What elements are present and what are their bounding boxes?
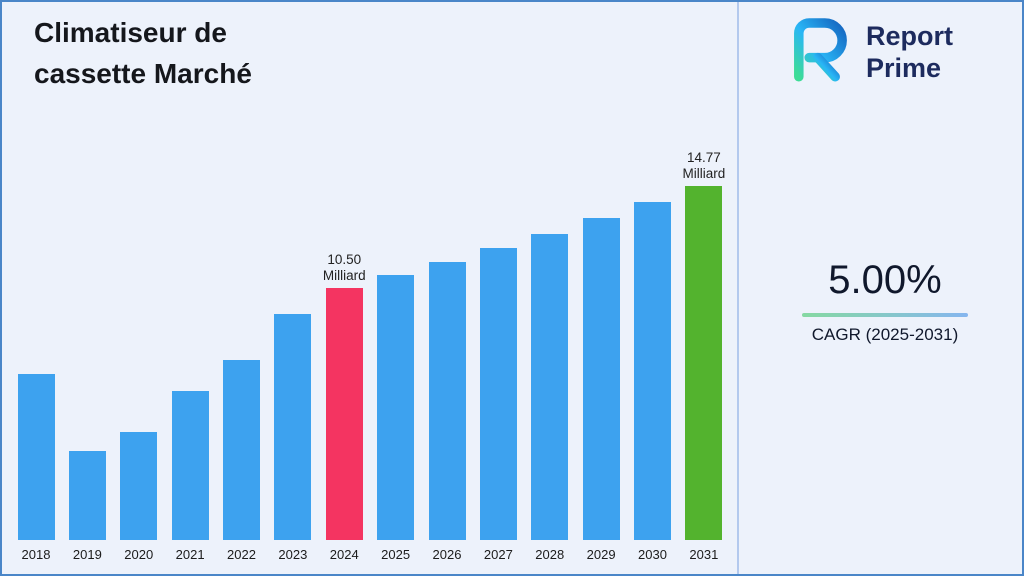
x-axis-label-2028: 2028 (535, 547, 565, 562)
chart-column-2021: 2021 (170, 391, 210, 562)
bar-2026 (428, 262, 466, 540)
logo-wordmark: Report Prime (866, 20, 953, 84)
chart-column-2031: 14.77 Milliard 2031 (682, 150, 726, 562)
cagr-label: CAGR (2025-2031) (811, 325, 959, 344)
chart-column-2027: 2027 (478, 248, 518, 562)
vertical-divider (737, 2, 739, 574)
chart-column-2025: 2025 (376, 275, 416, 562)
bar-2025 (377, 275, 415, 540)
chart-column-2024: 10.50 Milliard 2024 (322, 252, 366, 562)
bar-2027 (479, 248, 517, 540)
bar-value-label-2031: 14.77 Milliard (682, 150, 726, 181)
cagr-underline (802, 313, 968, 317)
x-axis-label-2023: 2023 (278, 547, 308, 562)
bar-2019 (68, 451, 106, 540)
x-axis-label-2020: 2020 (124, 547, 154, 562)
cagr-block: 5.00% CAGR (2025-2031) (772, 258, 998, 345)
bar-2022 (223, 360, 260, 540)
report-prime-logo-icon (778, 14, 856, 89)
chart-column-2020: 2020 (119, 432, 159, 562)
x-axis-label-2029: 2029 (586, 547, 616, 562)
bar-2024 (325, 288, 363, 540)
page-title-line1: Climatiseur de (34, 17, 227, 48)
chart-column-2026: 2026 (427, 262, 467, 562)
x-axis-label-2019: 2019 (72, 547, 102, 562)
bar-2030 (634, 202, 671, 540)
x-axis-label-2030: 2030 (638, 547, 667, 562)
logo-word-prime: Prime (866, 52, 942, 83)
bar-2021 (171, 391, 209, 540)
bar-2031 (685, 186, 723, 540)
chart-column-2018: 2018 (16, 374, 56, 562)
x-axis-label-2021: 2021 (175, 547, 205, 562)
page-title: Climatiseur de cassette Marché (34, 12, 252, 94)
x-axis-label-2027: 2027 (483, 547, 513, 562)
bar-2020 (120, 432, 158, 540)
x-axis-label-2026: 2026 (432, 547, 462, 562)
x-axis-label-2018: 2018 (21, 547, 51, 562)
logo-word-report: Report (866, 20, 953, 51)
page-title-line2: cassette Marché (34, 58, 252, 89)
chart-column-2023: 2023 (273, 314, 313, 562)
bar-2028 (531, 234, 569, 540)
bar-2018 (17, 374, 55, 540)
chart-column-2022: 2022 (222, 360, 262, 562)
chart-column-2029: 2029 (581, 218, 621, 562)
bar-2029 (582, 218, 620, 540)
chart-column-2019: 2019 (67, 451, 107, 562)
chart-column-2030: 2030 (633, 202, 673, 562)
x-axis-label-2022: 2022 (227, 547, 256, 562)
x-axis-label-2031: 2031 (689, 547, 719, 562)
chart-column-2028: 2028 (530, 234, 570, 562)
bar-2023 (274, 314, 312, 540)
report-prime-logo: Report Prime (778, 14, 953, 89)
bar-chart: 2018 2019 2020 2021 2022 2023 10.50 Milliard 202… (16, 102, 726, 562)
x-axis-label-2025: 2025 (381, 547, 411, 562)
cagr-value: 5.00% (828, 258, 942, 302)
x-axis-label-2024: 2024 (329, 547, 359, 562)
bar-value-label-2024: 10.50 Milliard (322, 252, 366, 283)
